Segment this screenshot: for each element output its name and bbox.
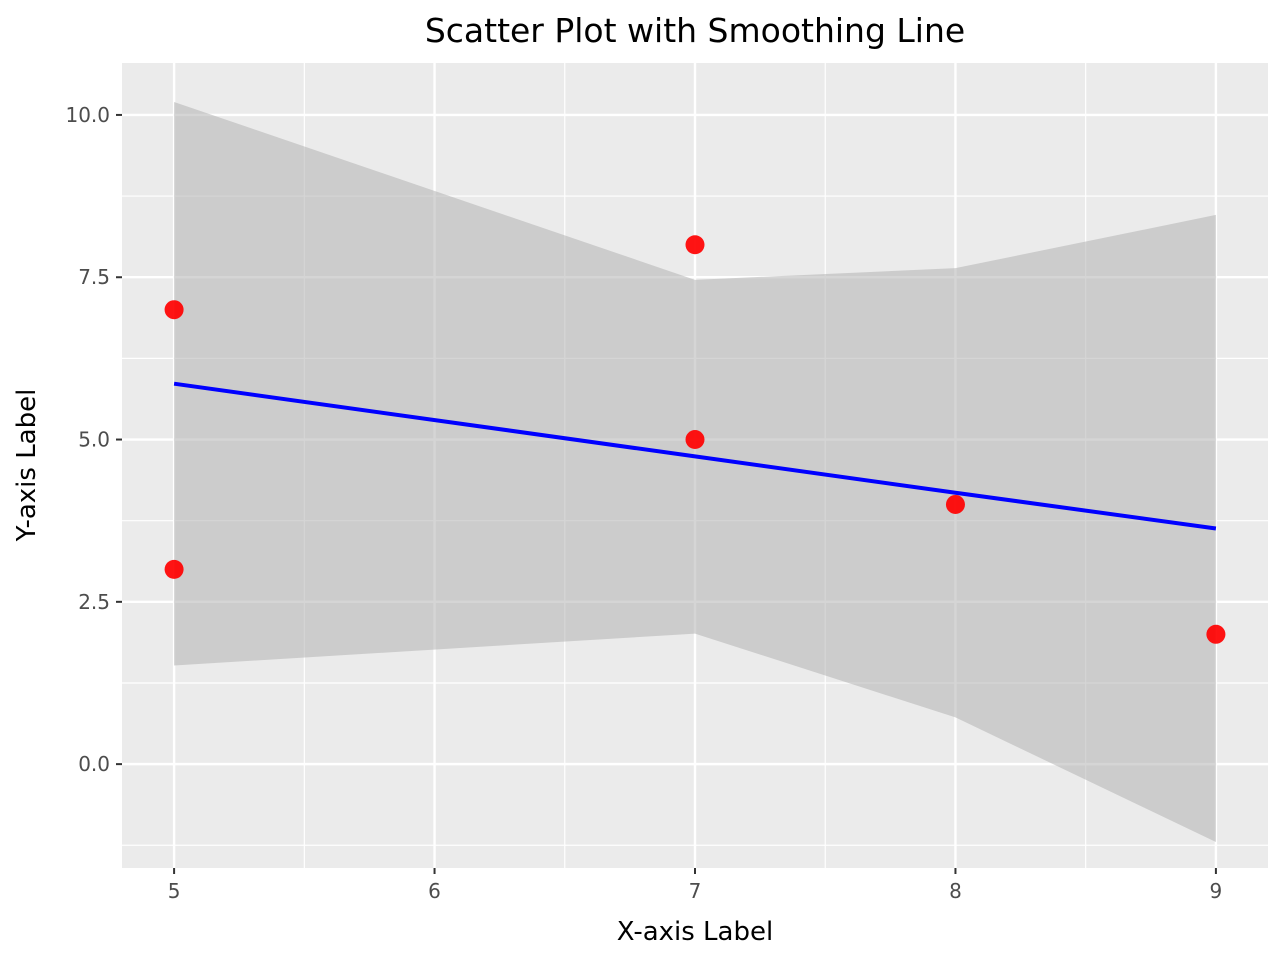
y-tick-label-2: 5.0 bbox=[78, 428, 110, 452]
y-tick-label-3: 7.5 bbox=[78, 265, 110, 289]
y-axis: 0.0 2.5 5.0 7.5 10.0 bbox=[65, 103, 122, 776]
x-tick-label-1: 6 bbox=[428, 879, 441, 903]
smooth-line-layer bbox=[173, 381, 1217, 531]
confidence-band-layer bbox=[174, 101, 1216, 843]
y-tick-label-1: 2.5 bbox=[78, 590, 110, 614]
data-point-2 bbox=[685, 235, 705, 255]
y-tick-label-0: 0.0 bbox=[78, 752, 110, 776]
data-point-0 bbox=[164, 300, 184, 320]
y-tick-label-4: 10.0 bbox=[65, 103, 110, 127]
x-tick-label-2: 7 bbox=[689, 879, 702, 903]
x-axis: 5 6 7 8 9 bbox=[168, 868, 1223, 903]
smooth-line bbox=[173, 381, 1217, 531]
data-point-1 bbox=[164, 559, 184, 579]
chart-title: Scatter Plot with Smoothing Line bbox=[425, 11, 965, 50]
confidence-band bbox=[174, 101, 1216, 843]
y-axis-title: Y-axis Label bbox=[12, 389, 42, 543]
x-axis-title: X-axis Label bbox=[617, 917, 773, 947]
data-point-3 bbox=[685, 430, 705, 450]
x-tick-label-3: 8 bbox=[949, 879, 962, 903]
data-points bbox=[164, 235, 1226, 644]
data-point-4 bbox=[945, 494, 965, 514]
x-tick-label-0: 5 bbox=[168, 879, 181, 903]
data-point-5 bbox=[1206, 624, 1226, 644]
x-tick-label-4: 9 bbox=[1210, 879, 1223, 903]
